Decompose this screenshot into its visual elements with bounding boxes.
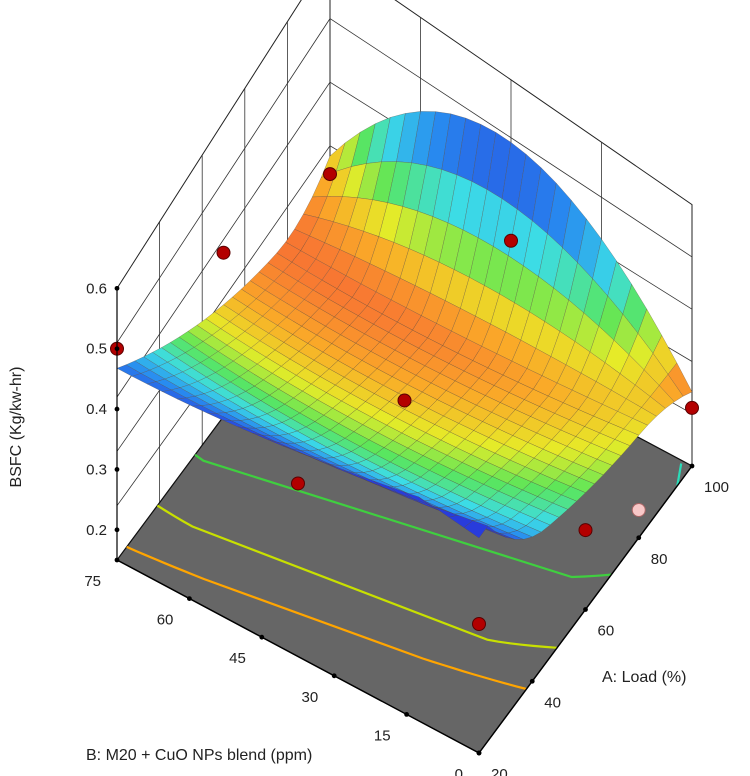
x-tick-label: 100 bbox=[704, 479, 729, 496]
z-tick-label: 0.5 bbox=[86, 341, 107, 358]
surface-patch bbox=[463, 520, 489, 539]
y-axis-title: B: M20 + CuO NPs blend (ppm) bbox=[86, 747, 312, 764]
z-axis-title: BSFC (Kg/kw-hr) bbox=[8, 367, 25, 488]
design-point-above bbox=[504, 233, 518, 248]
tick-labels: 20 40 60 80 100 0 15 30 45 60 75 0.2 0.3 0.4 0.5 0.6 bbox=[84, 280, 729, 776]
y-axis-line bbox=[116, 559, 480, 754]
design-point-above bbox=[216, 245, 231, 260]
z-tick-label: 0.2 bbox=[86, 522, 107, 539]
z-tick-label: 0.6 bbox=[86, 280, 107, 297]
z-tick-label: 0.3 bbox=[86, 461, 107, 478]
z-tick-mark bbox=[114, 285, 120, 291]
x-tick-mark bbox=[529, 678, 535, 684]
y-tick-mark bbox=[404, 712, 409, 717]
y-tick-mark bbox=[187, 596, 192, 601]
design-point-above bbox=[397, 393, 412, 408]
x-tick-mark bbox=[689, 463, 695, 469]
design-point-below bbox=[631, 502, 646, 517]
contour-line bbox=[126, 545, 527, 691]
x-tick-mark bbox=[636, 535, 642, 541]
z-tick-label: 0.4 bbox=[86, 401, 107, 418]
y-tick-label: 45 bbox=[229, 650, 246, 667]
y-tick-label: 0 bbox=[455, 766, 463, 776]
z-tick-mark bbox=[114, 346, 120, 352]
x-tick-label: 60 bbox=[598, 623, 615, 640]
y-tick-mark bbox=[114, 557, 120, 563]
x-axis-title: A: Load (%) bbox=[602, 669, 686, 686]
design-point-above bbox=[472, 617, 486, 631]
y-tick-mark bbox=[259, 634, 265, 640]
z-tick-mark bbox=[114, 467, 120, 472]
design-point-above bbox=[291, 476, 305, 491]
y-tick-mark bbox=[476, 750, 482, 756]
contour-line bbox=[156, 504, 558, 649]
floor-contours bbox=[126, 453, 683, 691]
y-tick-label: 75 bbox=[84, 573, 101, 590]
z-tick-mark bbox=[114, 406, 120, 412]
wall-grid-line bbox=[116, 18, 693, 343]
design-points-above bbox=[110, 167, 699, 631]
axis-lines bbox=[114, 285, 695, 756]
response-surface bbox=[116, 111, 693, 540]
x-tick-label: 40 bbox=[544, 694, 561, 711]
contour-line bbox=[194, 453, 612, 579]
design-point-above bbox=[323, 167, 337, 182]
contour-line bbox=[676, 463, 683, 486]
x-tick-mark bbox=[583, 607, 588, 612]
y-tick-mark bbox=[331, 673, 337, 679]
x-tick-label: 20 bbox=[491, 766, 508, 776]
z-tick-mark bbox=[114, 527, 120, 533]
design-point-above bbox=[578, 523, 593, 538]
y-tick-label: 60 bbox=[157, 612, 174, 629]
x-tick-label: 80 bbox=[651, 551, 668, 568]
design-point-above bbox=[685, 400, 699, 415]
y-tick-label: 15 bbox=[374, 727, 391, 744]
y-tick-label: 30 bbox=[302, 689, 319, 706]
